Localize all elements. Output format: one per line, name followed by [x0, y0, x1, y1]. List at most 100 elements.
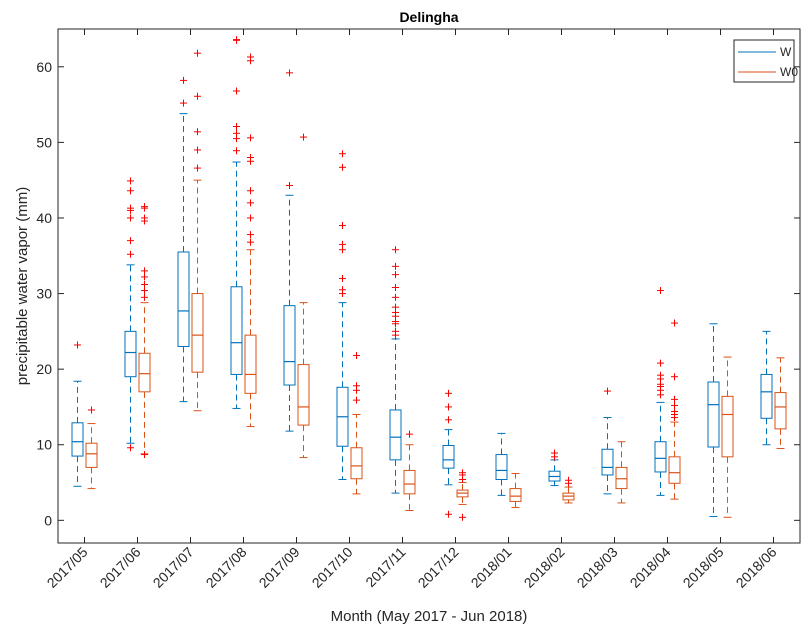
series-w0 [85, 49, 787, 521]
outlier-marker [445, 510, 452, 518]
outlier-marker [339, 286, 346, 294]
y-tick-label: 60 [36, 59, 52, 75]
outlier-marker [445, 389, 452, 397]
box [760, 330, 773, 446]
outlier-marker [141, 280, 148, 288]
outlier-marker [127, 250, 134, 258]
iqr-box [85, 442, 98, 468]
outlier-marker [339, 240, 346, 248]
outlier-marker [141, 293, 148, 301]
box [707, 323, 720, 518]
box [283, 69, 296, 432]
iqr-box [442, 444, 455, 469]
plot-area [57, 28, 801, 544]
box [230, 36, 243, 409]
iqr-box [230, 286, 243, 375]
outlier-marker [247, 231, 254, 239]
box [297, 133, 310, 459]
x-tick-label: 2018/03 [574, 544, 621, 591]
outlier-marker [392, 271, 399, 279]
outlier-marker [604, 387, 611, 395]
outlier-marker [671, 407, 678, 415]
box [615, 441, 628, 504]
outlier-marker [445, 416, 452, 424]
box [191, 49, 204, 412]
box [548, 449, 561, 487]
outlier-marker [565, 476, 572, 484]
outlier-marker [406, 430, 413, 438]
box [124, 177, 137, 452]
outlier-marker [141, 287, 148, 295]
iqr-box [244, 334, 257, 394]
outlier-marker [247, 154, 254, 161]
outlier-marker [233, 147, 240, 155]
outlier-marker [141, 273, 148, 281]
x-tick-label: 2017/06 [97, 544, 144, 591]
outlier-marker [392, 293, 399, 301]
outlier-marker [233, 129, 240, 137]
outlier-marker [194, 146, 201, 154]
outlier-marker [127, 237, 134, 245]
iqr-box [177, 251, 190, 347]
box [654, 287, 667, 496]
iqr-box [774, 392, 787, 430]
legend-box [733, 39, 795, 83]
box [138, 203, 151, 459]
x-tick-label: 2018/01 [468, 544, 515, 591]
outlier-marker [671, 395, 678, 403]
box [71, 341, 84, 487]
box [495, 432, 508, 496]
iqr-box [138, 352, 151, 393]
x-tick-label: 2017/12 [415, 544, 462, 591]
x-axis-label: Month (May 2017 - Jun 2018) [331, 608, 528, 625]
box [562, 476, 575, 504]
iqr-box [495, 454, 508, 481]
box [244, 53, 257, 428]
x-tick-label: 2018/04 [627, 544, 674, 591]
outlier-marker [141, 203, 148, 211]
outlier-marker [339, 150, 346, 158]
outlier-marker [127, 187, 134, 195]
outlier-marker [657, 371, 664, 379]
outlier-marker [353, 396, 360, 404]
iqr-box [601, 448, 614, 476]
box [177, 76, 190, 403]
x-tick-label: 2018/02 [521, 544, 568, 591]
outlier-marker [233, 123, 240, 131]
outlier-marker [127, 177, 134, 185]
legend: W W0 [733, 39, 798, 83]
outlier-marker [247, 53, 254, 61]
outlier-marker [194, 92, 201, 100]
y-tick-label: 20 [36, 361, 52, 377]
legend-label-w: W [780, 45, 792, 59]
iqr-box [668, 456, 681, 484]
series-w [71, 36, 773, 518]
iqr-box [191, 293, 204, 373]
outlier-marker [657, 359, 664, 367]
iqr-box [615, 466, 628, 490]
outlier-marker [247, 238, 254, 246]
box [456, 469, 469, 521]
iqr-box [509, 488, 522, 502]
box [389, 246, 402, 494]
y-tick-label: 50 [36, 134, 52, 150]
iqr-box [71, 422, 84, 457]
box [442, 389, 455, 518]
outlier-marker [88, 406, 95, 414]
y-tick-label: 0 [44, 512, 52, 528]
outlier-marker [127, 214, 134, 222]
x-tick-label: 2017/05 [44, 544, 91, 591]
iqr-box [297, 364, 310, 426]
x-tick-label: 2018/05 [680, 544, 727, 591]
outlier-marker [353, 352, 360, 360]
outlier-marker [300, 133, 307, 141]
outlier-marker [194, 164, 201, 172]
box [403, 430, 416, 511]
legend-label-w0: W0 [780, 65, 798, 79]
iqr-box [760, 373, 773, 419]
iqr-box [721, 395, 734, 458]
outlier-marker [286, 181, 293, 189]
box [509, 472, 522, 508]
y-tick-label: 10 [36, 437, 52, 453]
